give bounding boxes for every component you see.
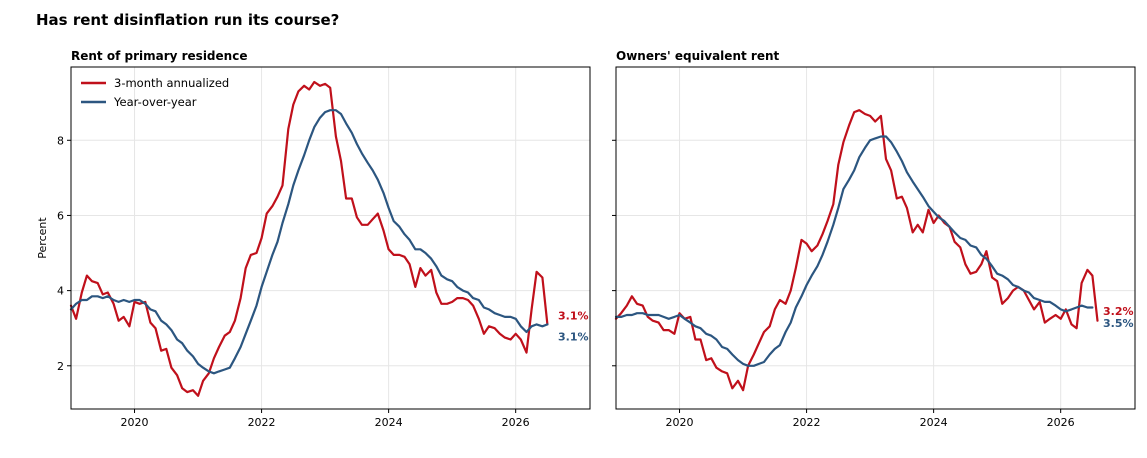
plot-frame xyxy=(615,66,1136,410)
x-tick-label: 2026 xyxy=(502,416,530,429)
series-line-yoy xyxy=(69,109,549,375)
panel-title-2: Owners' equivalent rent xyxy=(616,49,779,63)
plot-frame xyxy=(70,66,591,410)
x-tick-label: 2020 xyxy=(666,416,694,429)
panel-title-1: Rent of primary residence xyxy=(71,49,247,63)
series-line-three-month xyxy=(69,80,549,397)
x-tick-label: 2024 xyxy=(375,416,403,429)
x-tick-label: 2026 xyxy=(1047,416,1075,429)
end-label-three-month: 3.2% xyxy=(1103,305,1134,318)
legend-label-three-month: 3-month annualized xyxy=(114,76,229,90)
x-tick-label: 2022 xyxy=(793,416,821,429)
y-axis-label: Percent xyxy=(36,217,49,259)
y-tick-label: 2 xyxy=(57,360,64,373)
end-label-yoy: 3.5% xyxy=(1103,317,1134,330)
y-tick-label: 4 xyxy=(57,285,64,298)
x-tick-label: 2024 xyxy=(920,416,948,429)
x-tick-label: 2022 xyxy=(248,416,276,429)
x-tick-label: 2020 xyxy=(121,416,149,429)
page-title: Has rent disinflation run its course? xyxy=(36,11,340,29)
y-tick-label: 6 xyxy=(57,209,64,222)
legend-label-yoy: Year-over-year xyxy=(113,95,197,109)
series-line-three-month xyxy=(614,109,1099,392)
y-tick-label: 8 xyxy=(57,134,64,147)
end-label-yoy: 3.1% xyxy=(558,330,589,343)
series-line-yoy xyxy=(614,135,1094,367)
end-label-three-month: 3.1% xyxy=(558,309,589,322)
